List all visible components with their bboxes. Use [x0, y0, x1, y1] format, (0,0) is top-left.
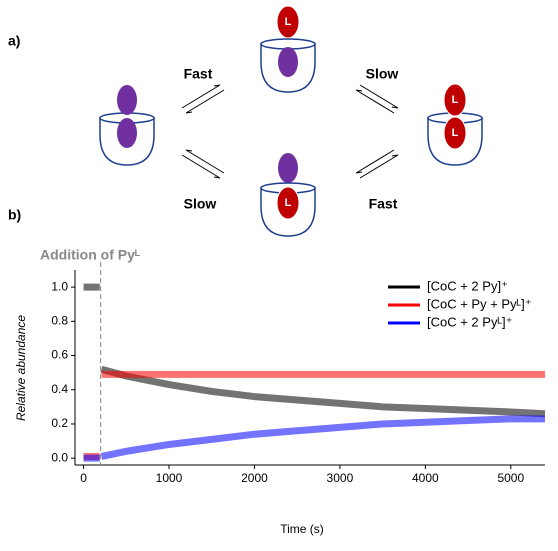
cup-left [99, 85, 155, 166]
x-tick-label: 2000 [241, 471, 268, 485]
x-tick-label: 3000 [327, 471, 354, 485]
legend-label: [CoC + 2 Py]⁺ [427, 278, 508, 293]
y-tick-label: 0.2 [51, 416, 68, 430]
panel-label: a) [8, 33, 20, 49]
ligand-label: L [285, 16, 292, 28]
cup-right [427, 83, 483, 166]
x-tick-label: 1000 [156, 471, 183, 485]
ligand-label: L [452, 94, 459, 106]
rate-label: Fast [369, 196, 398, 212]
x-axis-title: Time (s) [280, 522, 324, 536]
x-tick-label: 5000 [497, 471, 524, 485]
y-tick-label: 0.4 [51, 382, 68, 396]
ligand-label: L [285, 197, 292, 209]
rate-label: Slow [366, 66, 399, 82]
legend-label: [CoC + 2 Pyᴸ]⁺ [427, 314, 513, 329]
y-tick-label: 0.8 [51, 313, 68, 327]
y-tick-label: 0.6 [51, 348, 68, 362]
ligand-label: L [452, 127, 459, 139]
legend-label: [CoC + Py + Pyᴸ]⁺ [427, 296, 532, 311]
x-tick-label: 0 [80, 471, 87, 485]
series-line [83, 415, 545, 462]
y-tick-label: 1.0 [51, 279, 68, 293]
rate-label: Fast [184, 66, 213, 82]
annotation: Addition of Pyᴸ [40, 247, 141, 263]
series-line [83, 283, 546, 418]
panel-label: b) [8, 207, 21, 223]
x-tick-label: 4000 [412, 471, 439, 485]
cup-bottom [260, 153, 316, 237]
y-tick-label: 0.0 [51, 450, 68, 464]
y-axis-title: Relative abundance [14, 315, 28, 421]
cup-top [260, 5, 316, 93]
equilibrium-arrows [181, 84, 399, 179]
rate-label: Slow [184, 196, 217, 212]
